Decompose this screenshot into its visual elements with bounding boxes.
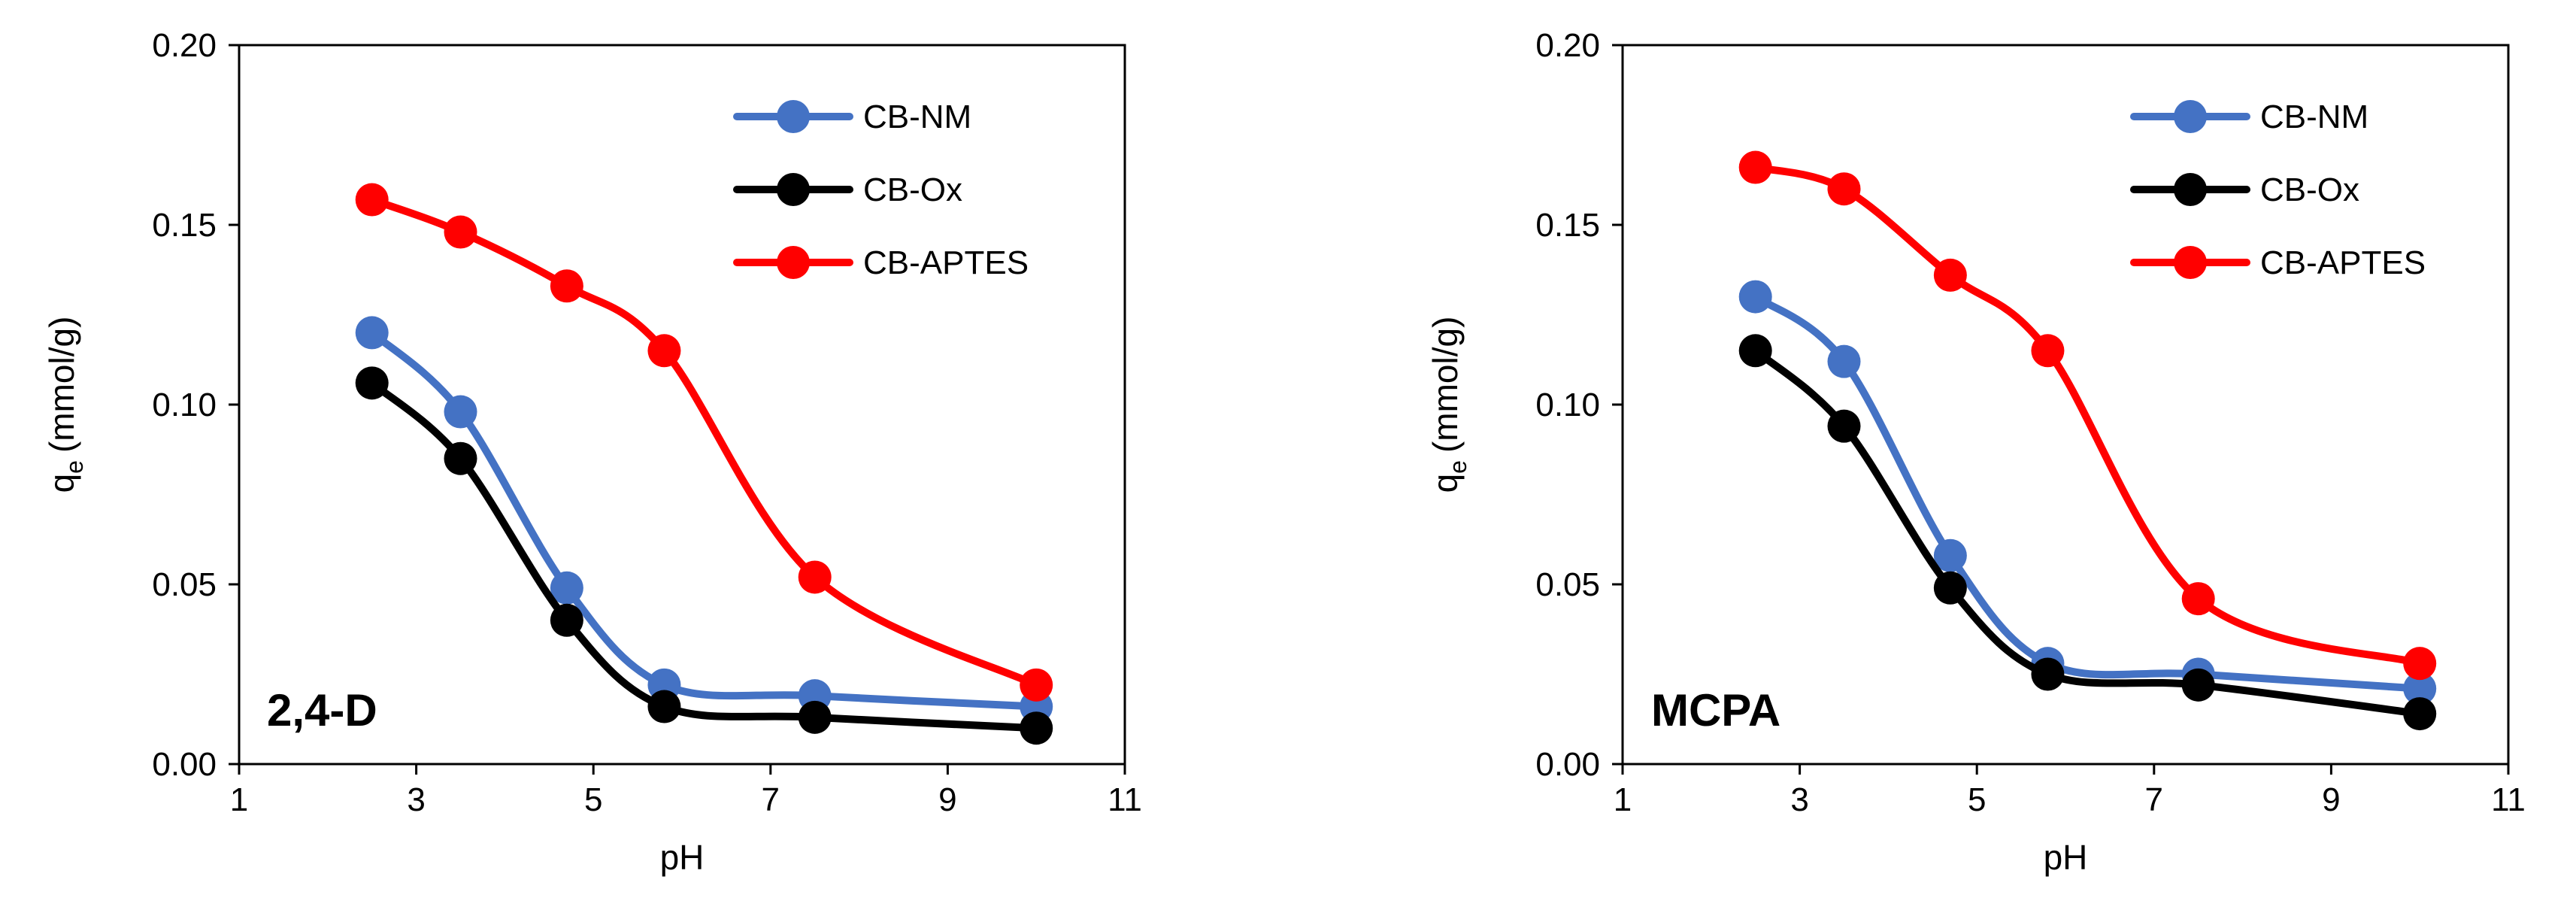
y-tick-label: 0.15 <box>152 207 217 244</box>
panel-label: MCPA <box>1651 685 1780 735</box>
series-line-cb-ox <box>1751 347 2424 718</box>
y-axis-label-subscript: e <box>61 460 88 474</box>
data-point-cb-aptes <box>355 183 389 217</box>
data-point-cb-ox <box>2031 657 2065 691</box>
data-point-cb-aptes <box>550 269 583 303</box>
data-point-cb-aptes <box>2031 334 2065 368</box>
data-point-cb-aptes <box>1933 258 1967 292</box>
x-tick-label: 5 <box>1968 781 1986 818</box>
legend-label: CB-NM <box>2260 99 2368 135</box>
y-tick-label: 0.10 <box>152 387 217 423</box>
data-point-cb-aptes <box>798 560 832 594</box>
x-axis-label: pH <box>2044 838 2088 877</box>
y-tick-label: 0.10 <box>1535 387 1600 423</box>
legend: CB-NM CB-Ox CB-APTES <box>2130 99 2426 281</box>
y-tick-label: 0.20 <box>152 27 217 64</box>
data-point-cb-aptes <box>1827 172 1861 206</box>
legend-label: CB-Ox <box>2260 171 2359 208</box>
data-point-cb-ox <box>2181 668 2215 702</box>
data-point-cb-nm <box>1738 280 1772 314</box>
panel-label: 2,4-D <box>267 685 377 735</box>
chart-panel-2: 1 3 5 7 9 11 0.00 0.05 0.10 0.15 0.20 pH qe (mmol/g) C… <box>1426 27 2526 877</box>
y-tick-label: 0.15 <box>1535 207 1600 244</box>
data-point-cb-aptes <box>1738 150 1772 184</box>
legend-marker <box>777 173 810 206</box>
x-tick-label: 3 <box>1790 781 1808 818</box>
y-axis-label-unit: (mmol/g) <box>1426 317 1465 453</box>
data-point-cb-nm <box>444 395 477 429</box>
y-axis-label: qe (mmol/g) <box>1426 317 1471 493</box>
data-point-cb-ox <box>1020 711 1053 745</box>
x-tick-label: 1 <box>230 781 248 818</box>
data-point-cb-ox <box>798 700 832 734</box>
data-point-cb-nm <box>355 316 389 350</box>
data-point-cb-ox <box>444 441 477 475</box>
data-point-cb-ox <box>2403 697 2437 731</box>
data-point-cb-aptes <box>2403 647 2437 681</box>
data-point-cb-nm <box>550 571 583 605</box>
y-axis-label: qe (mmol/g) <box>42 317 88 493</box>
data-point-cb-ox <box>647 690 681 723</box>
data-point-cb-nm <box>1933 538 1967 572</box>
y-axis-label-main: q <box>42 474 81 493</box>
legend-label: CB-APTES <box>2260 244 2426 281</box>
legend-label: CB-Ox <box>863 171 962 208</box>
x-tick-label: 11 <box>1108 781 1142 818</box>
legend-marker <box>777 246 810 279</box>
x-tick-label: 9 <box>938 781 956 818</box>
x-tick-label: 7 <box>762 781 780 818</box>
x-tick-label: 1 <box>1614 781 1632 818</box>
series-line-cb-nm <box>368 329 1041 711</box>
plot-frame <box>238 44 1126 766</box>
x-tick-label: 9 <box>2322 781 2340 818</box>
data-point-cb-ox <box>355 366 389 400</box>
y-axis-label-subscript: e <box>1444 460 1471 474</box>
chart-panel-1: 1 3 5 7 9 11 0.00 0.05 0.10 0.15 0.20 pH qe (mmol/g) C… <box>42 27 1142 877</box>
data-point-cb-ox <box>1738 334 1772 368</box>
legend-label: CB-NM <box>863 99 971 135</box>
y-tick-label: 0.20 <box>1535 27 1600 64</box>
data-point-cb-nm <box>2403 672 2437 705</box>
data-point-cb-aptes <box>444 215 477 249</box>
x-tick-label: 11 <box>2491 781 2526 818</box>
data-point-cb-aptes <box>1020 668 1053 702</box>
legend-marker <box>777 100 810 133</box>
legend-marker <box>2174 173 2207 206</box>
legend-marker <box>2174 246 2207 279</box>
data-point-cb-ox <box>550 603 583 637</box>
data-point-cb-aptes <box>647 334 681 368</box>
x-axis-label: pH <box>660 838 705 877</box>
data-point-cb-nm <box>1827 344 1861 378</box>
y-axis-label-main: q <box>1426 474 1465 493</box>
legend-label: CB-APTES <box>863 244 1029 281</box>
legend-marker <box>2174 100 2207 133</box>
y-tick-label: 0.05 <box>1535 566 1600 603</box>
x-tick-label: 5 <box>584 781 602 818</box>
y-tick-label: 0.00 <box>1535 746 1600 783</box>
data-point-cb-ox <box>1933 571 1967 605</box>
x-tick-label: 3 <box>407 781 425 818</box>
data-point-cb-aptes <box>2181 582 2215 616</box>
series-line-cb-ox <box>368 379 1041 732</box>
y-axis-label-unit: (mmol/g) <box>42 317 81 453</box>
x-tick-label: 7 <box>2145 781 2163 818</box>
y-tick-label: 0.00 <box>152 746 217 783</box>
y-tick-label: 0.05 <box>152 566 217 603</box>
legend: CB-NM CB-Ox CB-APTES <box>733 99 1029 281</box>
data-point-cb-ox <box>1827 409 1861 443</box>
